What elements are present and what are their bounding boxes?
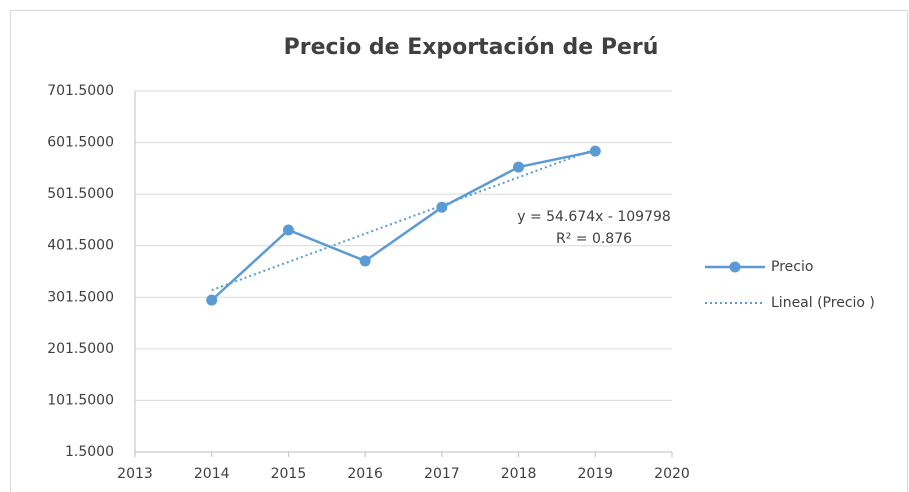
y-tick-label: 101.5000 — [47, 392, 114, 408]
x-tick-label: 2020 — [654, 466, 690, 482]
trend-annotation: R² = 0.876 — [556, 231, 632, 247]
y-tick-label: 401.5000 — [47, 238, 114, 254]
x-tick-label: 2013 — [117, 466, 153, 482]
point — [436, 201, 448, 213]
point — [513, 161, 525, 173]
point — [359, 255, 371, 267]
chart-title: Precio de Exportación de Perú — [284, 35, 659, 60]
x-tick-label: 2016 — [347, 466, 383, 482]
point — [589, 145, 601, 157]
point — [282, 224, 294, 236]
y-tick-label: 501.5000 — [47, 186, 114, 202]
trend-annotation: y = 54.674x - 109798 — [517, 209, 671, 225]
x-tick-label: 2015 — [271, 466, 307, 482]
chart-border — [10, 10, 908, 492]
x-tick-label: 2017 — [424, 466, 460, 482]
legend-label: Precio — [771, 259, 813, 275]
series-line — [210, 149, 596, 302]
x-tick-label: 2014 — [194, 466, 230, 482]
legend-label: Lineal (Precio ) — [771, 295, 875, 311]
y-tick-label: 201.5000 — [47, 341, 114, 357]
y-tick-label: 701.5000 — [47, 83, 114, 99]
y-tick-label: 301.5000 — [47, 289, 114, 305]
x-tick-label: 2018 — [501, 466, 537, 482]
point — [206, 294, 218, 306]
x-tick-label: 2019 — [577, 466, 613, 482]
trend-line — [211, 148, 596, 292]
y-tick-label: 1.5000 — [65, 444, 114, 460]
legend-marker — [729, 261, 741, 273]
y-tick-label: 601.5000 — [47, 135, 114, 151]
